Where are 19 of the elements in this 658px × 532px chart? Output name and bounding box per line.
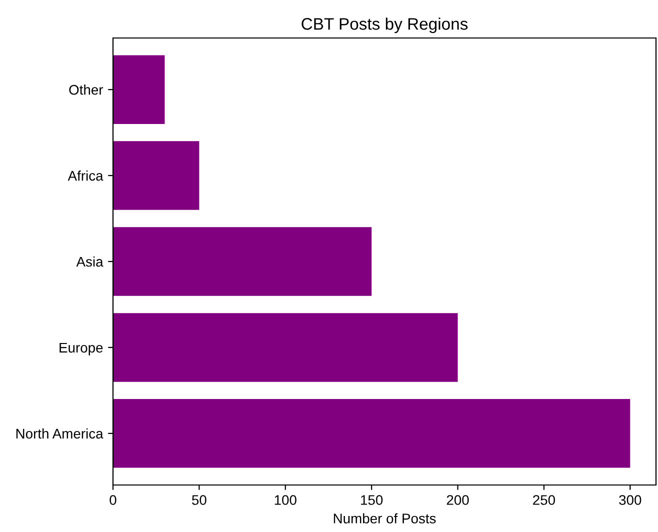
bar (113, 141, 200, 210)
x-tick-label: 150 (361, 495, 383, 505)
x-tick-label: 250 (533, 495, 555, 505)
x-tick-label: 300 (619, 495, 642, 505)
y-tick-label: Other (69, 84, 104, 95)
bar (113, 399, 630, 468)
chart-title: CBT Posts by Regions (302, 18, 468, 34)
bar (113, 313, 458, 382)
x-tick-label: 50 (192, 495, 206, 505)
bar (113, 227, 372, 296)
y-tick-label: Europe (60, 342, 103, 356)
x-tick-label: 100 (274, 495, 296, 505)
x-tick-label: 200 (446, 495, 469, 505)
x-tick-label: 0 (110, 495, 116, 505)
y-tick-label: North America (16, 428, 104, 439)
y-tick-label: Africa (68, 170, 104, 181)
x-axis-title: Number of Posts (334, 513, 436, 524)
y-tick-label: Asia (76, 256, 104, 267)
bar (113, 55, 165, 124)
